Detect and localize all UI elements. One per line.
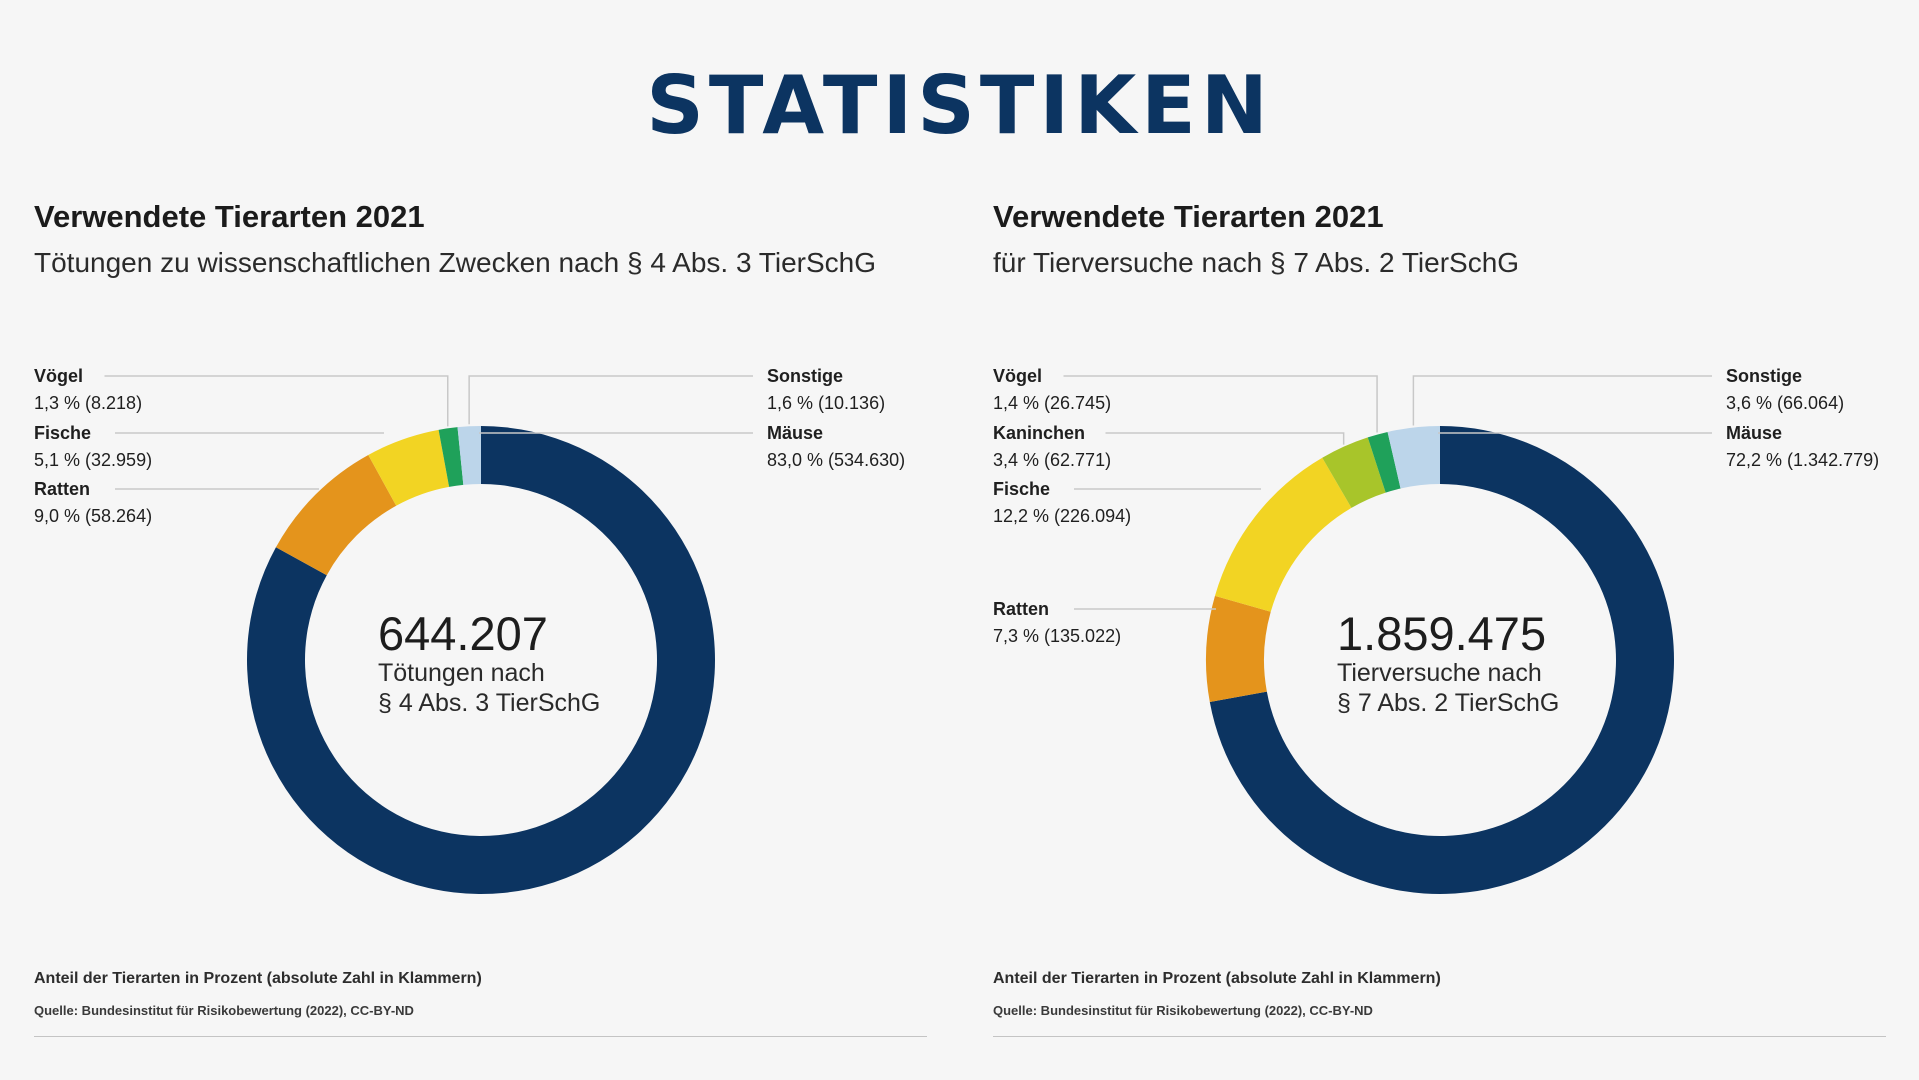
donut-slice-fische [1214, 457, 1352, 612]
leader-line-kaninchen [1105, 432, 1345, 445]
chart-subtitle: Tötungen zu wissenschaftlichen Zwecken n… [34, 247, 877, 278]
chart-title: Verwendete Tierarten 2021 [993, 199, 1384, 234]
leader-line-voegel [104, 375, 449, 427]
donut-slice-ratten [275, 454, 397, 576]
donut-slice-sonstige [457, 426, 481, 485]
center-label-line-2: § 7 Abs. 2 TierSchG [1337, 689, 1559, 717]
label-name-maeuse: Mäuse [767, 423, 823, 443]
label-name-sonstige: Sonstige [767, 366, 843, 386]
label-value-sonstige: 3,6 % (66.064) [1726, 393, 1844, 413]
label-value-fische: 5,1 % (32.959) [34, 450, 152, 470]
donut-slice-kaninchen [1322, 437, 1386, 508]
center-total: 1.859.475 [1337, 607, 1546, 660]
chart-title: Verwendete Tierarten 2021 [34, 199, 425, 234]
label-value-ratten: 9,0 % (58.264) [34, 506, 152, 526]
label-name-voegel: Vögel [34, 366, 83, 386]
leader-line-voegel [1063, 375, 1378, 433]
label-value-maeuse: 72,2 % (1.342.779) [1726, 450, 1879, 470]
donut-slice-fische [368, 429, 450, 506]
divider [993, 1036, 1886, 1037]
donut-slice-voegel [1367, 431, 1401, 493]
donut-chart-toetungen: Mäuse 83,0 % (534.630) Ratten 9,0 % (58.264… [34, 366, 905, 894]
label-name-sonstige: Sonstige [1726, 366, 1802, 386]
label-name-ratten: Ratten [34, 479, 90, 499]
label-name-ratten: Ratten [993, 599, 1049, 619]
label-value-ratten: 7,3 % (135.022) [993, 626, 1121, 646]
label-value-sonstige: 1,6 % (10.136) [767, 393, 885, 413]
label-name-voegel: Vögel [993, 366, 1042, 386]
label-value-voegel: 1,4 % (26.745) [993, 393, 1111, 413]
donut-slice-ratten [1206, 595, 1271, 702]
center-label-line-1: Tötungen nach [378, 659, 545, 687]
chart-subtitle: für Tierversuche nach § 7 Abs. 2 TierSch… [993, 247, 1520, 278]
center-label-line-1: Tierversuche nach [1337, 659, 1542, 687]
chart-panel-toetungen: Verwendete Tierarten 2021 Tötungen zu wi… [34, 0, 934, 1080]
chart-note: Anteil der Tierarten in Prozent (absolut… [993, 970, 1441, 987]
label-name-fische: Fische [993, 479, 1050, 499]
leader-line-sonstige [468, 375, 753, 425]
chart-source: Quelle: Bundesinstitut für Risikobewertu… [34, 1003, 414, 1018]
center-label-line-2: § 4 Abs. 3 TierSchG [378, 689, 600, 717]
leader-line-sonstige [1412, 375, 1712, 426]
label-name-maeuse: Mäuse [1726, 423, 1782, 443]
label-value-kaninchen: 3,4 % (62.771) [993, 450, 1111, 470]
divider [34, 1036, 927, 1037]
center-total: 644.207 [378, 607, 548, 660]
label-value-fische: 12,2 % (226.094) [993, 506, 1131, 526]
donut-slice-sonstige [1387, 426, 1440, 489]
label-name-fische: Fische [34, 423, 91, 443]
chart-note: Anteil der Tierarten in Prozent (absolut… [34, 970, 482, 987]
label-name-kaninchen: Kaninchen [993, 423, 1085, 443]
label-value-maeuse: 83,0 % (534.630) [767, 450, 905, 470]
chart-panel-tierversuche: Verwendete Tierarten 2021 für Tierversuc… [993, 0, 1893, 1080]
page-title: STATISTIKEN [646, 59, 1273, 152]
donut-slice-voegel [438, 427, 464, 487]
label-value-voegel: 1,3 % (8.218) [34, 393, 142, 413]
donut-chart-tierversuche: Mäuse 72,2 % (1.342.779) Ratten 7,3 % (135.… [993, 366, 1879, 894]
chart-source: Quelle: Bundesinstitut für Risikobewertu… [993, 1003, 1373, 1018]
